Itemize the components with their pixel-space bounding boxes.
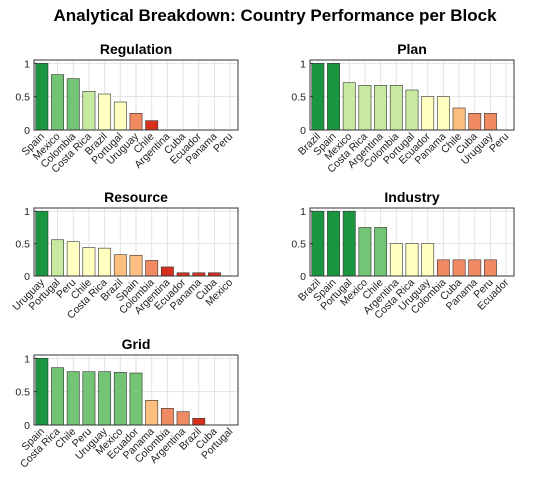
y-tick-label: 0 — [24, 420, 30, 432]
bar-colombia — [389, 85, 403, 131]
bar-spain — [129, 254, 143, 277]
bar-panama — [468, 259, 482, 277]
bar-chile — [452, 107, 466, 131]
bar-costa-rica — [82, 91, 96, 131]
y-tick-label: 1 — [300, 206, 306, 218]
bar-chile — [145, 120, 159, 131]
axes-box — [309, 59, 515, 131]
bar-uruguay — [129, 113, 143, 131]
chart-panel-industry: 00.51BrazilSpainPortugalMexicoChileArgen… — [291, 189, 515, 321]
bar-argentina — [176, 411, 190, 426]
panel-title: Resource — [104, 189, 168, 205]
y-tick-label: 0 — [300, 125, 306, 137]
bar-spain — [35, 358, 49, 426]
bar-mexico — [113, 372, 127, 426]
y-tick-label: 0 — [24, 125, 30, 137]
panel-title: Grid — [122, 336, 151, 352]
bar-colombia — [436, 259, 450, 277]
bar-argentina — [160, 266, 174, 277]
bar-colombia — [66, 78, 80, 131]
bar-portugal — [342, 210, 356, 277]
bar-peru — [484, 259, 497, 277]
y-tick-label: 1 — [24, 206, 30, 218]
bar-costa-rica — [51, 367, 64, 426]
bar-uruguay — [421, 243, 435, 277]
bar-chile — [66, 371, 80, 426]
bar-costa-rica — [98, 247, 112, 277]
bar-costa-rica — [405, 243, 419, 277]
bar-uruguay — [98, 371, 112, 426]
y-tick-label: 0 — [300, 271, 306, 283]
bar-mexico — [51, 74, 64, 131]
y-tick-label: 0.5 — [291, 239, 306, 251]
bar-mexico — [342, 82, 356, 131]
bar-brazil — [113, 254, 127, 277]
y-tick-label: 0.5 — [15, 387, 30, 399]
bar-colombia — [145, 260, 159, 277]
bar-ecuador — [421, 96, 435, 131]
bar-uruguay — [35, 210, 49, 277]
bar-argentina — [389, 243, 403, 277]
y-tick-label: 1 — [300, 58, 306, 70]
bar-brazil — [311, 210, 325, 277]
y-tick-label: 0.5 — [15, 239, 30, 251]
panel-title: Industry — [384, 189, 439, 205]
bar-mexico — [358, 227, 372, 277]
bar-spain — [327, 210, 340, 277]
bar-peru — [82, 371, 96, 426]
x-tick-label: Peru — [211, 131, 235, 155]
axes-box — [309, 207, 515, 277]
bar-spain — [35, 63, 49, 131]
bar-cuba — [468, 113, 482, 131]
panel-title: Regulation — [100, 41, 172, 57]
y-tick-label: 1 — [24, 58, 30, 70]
axes-box — [33, 59, 239, 131]
y-tick-label: 1 — [24, 353, 30, 365]
bar-colombia — [160, 408, 174, 426]
bar-panama — [145, 400, 159, 426]
bar-uruguay — [484, 113, 497, 131]
y-tick-label: 0.5 — [291, 92, 306, 104]
bar-portugal — [51, 239, 64, 277]
x-tick-label: Peru — [487, 131, 511, 155]
bar-panama — [436, 96, 450, 131]
y-tick-label: 0 — [24, 271, 30, 283]
bar-brazil — [98, 93, 112, 131]
axes-box — [33, 354, 239, 426]
bar-chile — [82, 247, 96, 277]
bar-cuba — [452, 259, 466, 277]
bar-peru — [66, 241, 80, 277]
panel-title: Plan — [397, 41, 427, 57]
bar-portugal — [113, 101, 127, 131]
bar-spain — [327, 63, 340, 131]
y-tick-label: 0.5 — [15, 92, 30, 104]
bar-portugal — [405, 89, 419, 131]
bar-costa-rica — [358, 85, 372, 131]
bar-chile — [374, 227, 388, 277]
main-title: Analytical Breakdown: Country Performanc… — [53, 6, 497, 25]
bar-brazil — [192, 418, 206, 426]
bar-brazil — [311, 63, 325, 131]
axes-box — [33, 207, 239, 277]
bar-ecuador — [129, 372, 143, 426]
bar-argentina — [374, 85, 388, 131]
